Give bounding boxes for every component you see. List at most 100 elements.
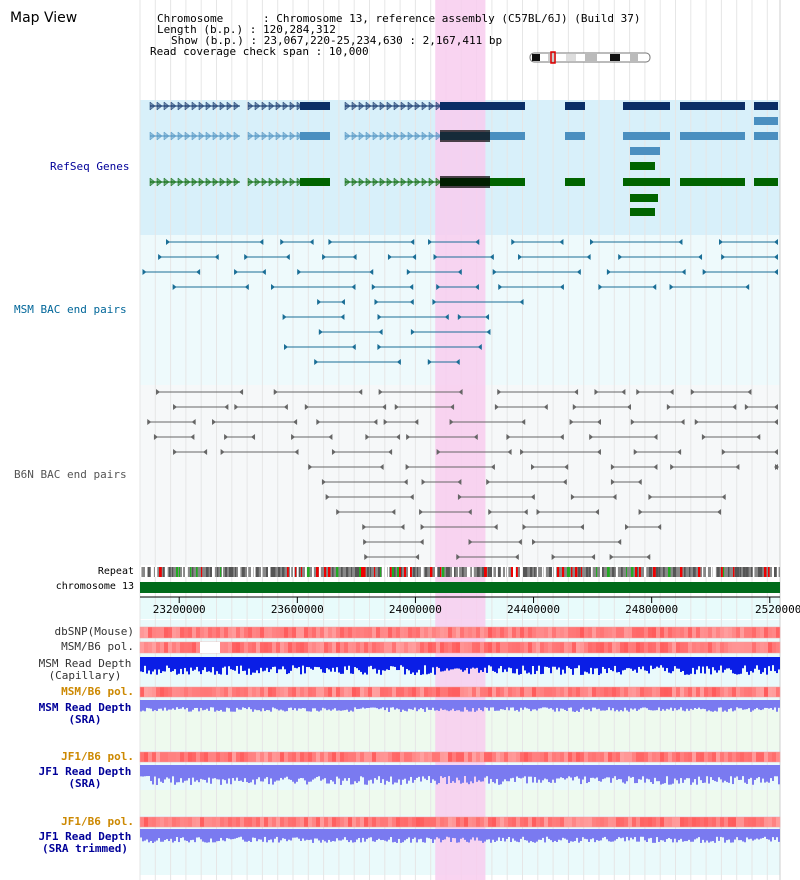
msm-bac-pair[interactable] bbox=[702, 269, 778, 275]
gene-feature[interactable] bbox=[680, 102, 745, 110]
gene-feature[interactable] bbox=[149, 101, 240, 111]
b6n-bac-pair[interactable] bbox=[325, 494, 414, 500]
b6n-bac-pair[interactable] bbox=[331, 449, 393, 455]
gene-feature[interactable] bbox=[300, 102, 330, 110]
msm-bac-pair[interactable] bbox=[297, 269, 374, 275]
b6n-bac-pair[interactable] bbox=[153, 434, 195, 440]
b6n-bac-pair[interactable] bbox=[224, 434, 256, 440]
b6n-bac-pair[interactable] bbox=[494, 404, 548, 410]
b6n-bac-pair[interactable] bbox=[147, 419, 196, 425]
b6n-bac-pair[interactable] bbox=[666, 404, 737, 410]
b6n-bac-pair[interactable] bbox=[594, 389, 626, 395]
msm-bac-pair[interactable] bbox=[328, 239, 415, 245]
msm-bac-pair[interactable] bbox=[377, 344, 482, 350]
highlight-region[interactable] bbox=[435, 0, 486, 880]
gene-feature[interactable] bbox=[344, 177, 442, 187]
b6n-bac-pair[interactable] bbox=[569, 419, 602, 425]
b6n-bac-pair[interactable] bbox=[638, 509, 722, 515]
b6n-bac-pair[interactable] bbox=[449, 419, 526, 425]
msm-bac-pair[interactable] bbox=[410, 329, 491, 335]
msm-bac-pair[interactable] bbox=[511, 239, 564, 245]
b6n-bac-pair[interactable] bbox=[406, 434, 478, 440]
b6n-bac-pair[interactable] bbox=[570, 494, 617, 500]
b6n-bac-pair[interactable] bbox=[625, 524, 662, 530]
gene-feature[interactable] bbox=[754, 102, 778, 110]
msm-bac-pair[interactable] bbox=[598, 284, 657, 290]
b6n-bac-pair[interactable] bbox=[316, 419, 378, 425]
msm-bac-pair[interactable] bbox=[282, 314, 345, 320]
gene-feature[interactable] bbox=[623, 102, 670, 110]
msm-bac-pair[interactable] bbox=[318, 329, 383, 335]
b6n-bac-pair[interactable] bbox=[291, 434, 333, 440]
b6n-bac-pair[interactable] bbox=[383, 419, 419, 425]
gene-feature[interactable] bbox=[754, 132, 778, 140]
msm-bac-pair[interactable] bbox=[406, 269, 462, 275]
b6n-bac-pair[interactable] bbox=[648, 494, 726, 500]
gene-feature[interactable] bbox=[680, 178, 745, 186]
b6n-bac-pair[interactable] bbox=[670, 464, 740, 470]
msm-bac-pair[interactable] bbox=[270, 284, 356, 290]
msm-bac-pair[interactable] bbox=[314, 359, 401, 365]
b6n-bac-track[interactable] bbox=[147, 389, 779, 560]
gene-feature[interactable] bbox=[680, 132, 745, 140]
msm-bac-pair[interactable] bbox=[719, 239, 778, 245]
b6n-bac-pair[interactable] bbox=[721, 449, 778, 455]
msm-bac-pair[interactable] bbox=[158, 254, 219, 260]
msm-bac-pair[interactable] bbox=[165, 239, 264, 245]
b6n-bac-pair[interactable] bbox=[744, 404, 778, 410]
b6n-bac-pair[interactable] bbox=[522, 524, 584, 530]
msm-bac-pair[interactable] bbox=[457, 314, 490, 320]
b6n-bac-pair[interactable] bbox=[530, 464, 569, 470]
b6n-bac-pair[interactable] bbox=[457, 494, 535, 500]
gene-feature[interactable] bbox=[565, 178, 585, 186]
msm-bac-pair[interactable] bbox=[374, 299, 414, 305]
msm-bac-pair[interactable] bbox=[371, 284, 414, 290]
b6n-bac-pair[interactable] bbox=[486, 479, 567, 485]
gene-feature[interactable] bbox=[623, 132, 670, 140]
track-label-b6n-bac[interactable]: B6N BAC end pairs bbox=[14, 468, 127, 481]
b6n-bac-pair[interactable] bbox=[419, 509, 472, 515]
msm-bac-pair[interactable] bbox=[498, 284, 564, 290]
msm-bac-pair[interactable] bbox=[280, 239, 314, 245]
b6n-bac-pair[interactable] bbox=[308, 464, 384, 470]
msm-bac-pair[interactable] bbox=[244, 254, 290, 260]
msm-bac-pair[interactable] bbox=[606, 269, 686, 275]
b6n-bac-pair[interactable] bbox=[321, 479, 408, 485]
gene-feature[interactable] bbox=[565, 132, 585, 140]
b6n-bac-pair[interactable] bbox=[520, 449, 601, 455]
msm-bac-pair[interactable] bbox=[618, 254, 703, 260]
b6n-bac-pair[interactable] bbox=[378, 389, 463, 395]
b6n-bac-pair[interactable] bbox=[551, 554, 596, 560]
b6n-bac-pair[interactable] bbox=[536, 509, 599, 515]
b6n-bac-pair[interactable] bbox=[156, 389, 244, 395]
b6n-bac-pair[interactable] bbox=[701, 434, 761, 440]
b6n-bac-pair[interactable] bbox=[405, 464, 495, 470]
msm-bac-pair[interactable] bbox=[518, 254, 591, 260]
gene-feature[interactable] bbox=[754, 178, 778, 186]
b6n-bac-pair[interactable] bbox=[212, 419, 298, 425]
b6n-bac-pair[interactable] bbox=[532, 539, 622, 545]
b6n-bac-pair[interactable] bbox=[497, 389, 579, 395]
b6n-bac-pair[interactable] bbox=[436, 449, 512, 455]
b6n-bac-pair[interactable] bbox=[609, 554, 651, 560]
b6n-bac-pair[interactable] bbox=[365, 434, 401, 440]
gene-feature[interactable] bbox=[247, 131, 303, 141]
b6n-bac-pair[interactable] bbox=[630, 419, 685, 425]
b6n-bac-pair[interactable] bbox=[273, 389, 363, 395]
b6n-bac-pair[interactable] bbox=[173, 449, 208, 455]
gene-feature[interactable] bbox=[247, 101, 303, 111]
gene-feature[interactable] bbox=[565, 102, 585, 110]
msm-bac-pair[interactable] bbox=[142, 269, 201, 275]
b6n-bac-pair[interactable] bbox=[468, 539, 522, 545]
gene-feature[interactable] bbox=[300, 178, 330, 186]
gene-feature[interactable] bbox=[344, 101, 442, 111]
b6n-bac-pair[interactable] bbox=[690, 389, 752, 395]
gene-feature[interactable] bbox=[440, 102, 525, 110]
refseq-genes-track[interactable] bbox=[149, 101, 778, 216]
b6n-bac-pair[interactable] bbox=[636, 389, 674, 395]
msm-bac-track[interactable] bbox=[142, 239, 778, 365]
b6n-bac-pair[interactable] bbox=[304, 404, 387, 410]
gene-feature[interactable] bbox=[623, 178, 670, 186]
msm-bac-pair[interactable] bbox=[669, 284, 750, 290]
msm-bac-pair[interactable] bbox=[433, 254, 494, 260]
